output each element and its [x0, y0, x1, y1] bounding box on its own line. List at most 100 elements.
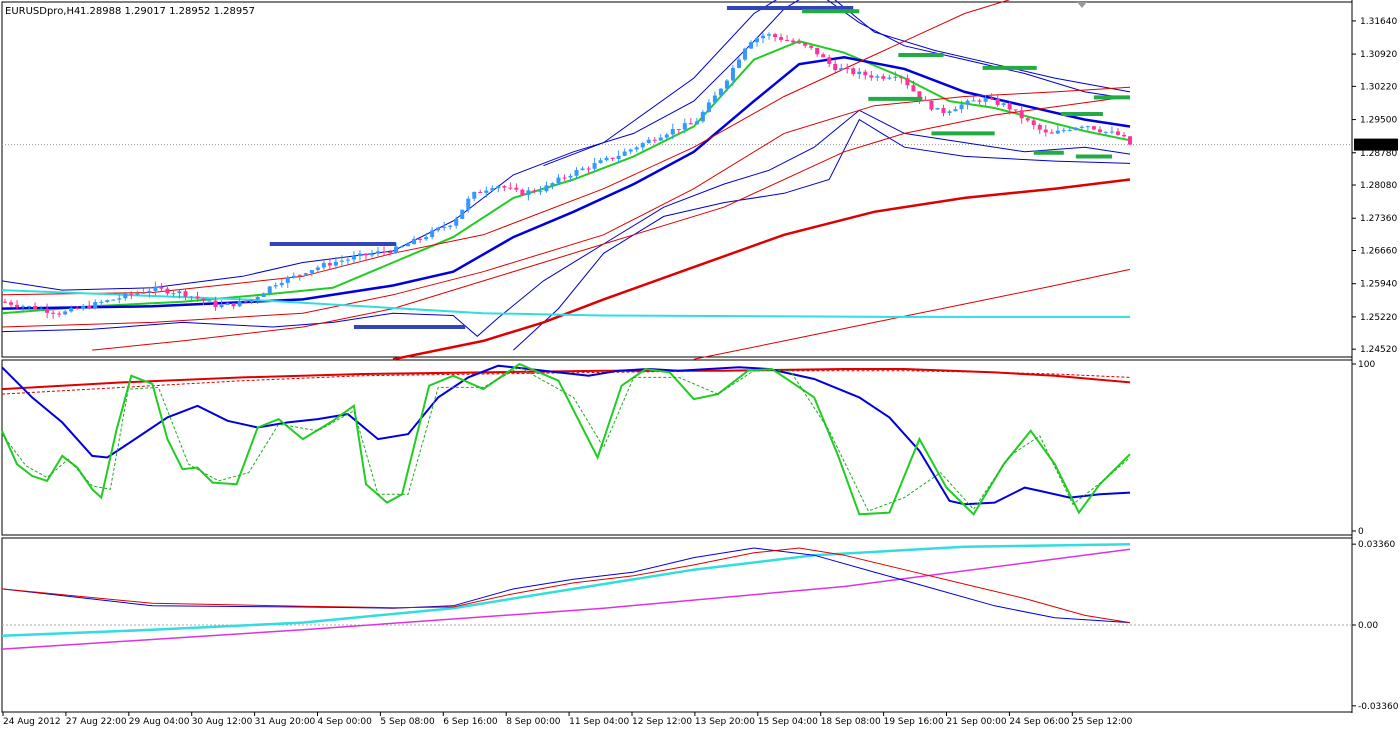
candle: [1019, 105, 1024, 124]
candle: [448, 224, 453, 230]
candle: [189, 295, 194, 303]
candle: [345, 256, 350, 265]
overlay-red_env_upper: [1, 0, 1011, 296]
candle-body: [69, 308, 74, 312]
candle-body: [562, 177, 567, 179]
price-tick-label: 1.30920: [1360, 50, 1397, 60]
candle-body: [123, 293, 128, 299]
candle-body: [1085, 126, 1090, 128]
candle-body: [189, 296, 194, 298]
candle: [827, 54, 832, 67]
candle-body: [977, 100, 982, 102]
candle: [658, 134, 663, 142]
candle: [598, 157, 603, 164]
panel-frame-2: [1, 537, 1353, 713]
time-tick-label: 6 Sep 16:00: [443, 717, 498, 727]
candle-body: [448, 225, 453, 227]
price-tick-label: 1.28780: [1360, 149, 1397, 159]
candle: [285, 275, 290, 289]
candle-body: [514, 187, 519, 190]
candle: [773, 32, 778, 42]
overlay-red_thick: [392, 178, 1131, 361]
candle-body: [454, 218, 459, 226]
candle: [1049, 129, 1054, 134]
candle-body: [424, 237, 429, 240]
candle-body: [911, 85, 916, 92]
candle-body: [1043, 129, 1048, 133]
candle: [400, 245, 405, 248]
candle-body: [219, 304, 224, 308]
candle-body: [869, 75, 874, 78]
candle: [1121, 131, 1126, 138]
overlay-red_env_mid: [1, 86, 1131, 328]
candle-body: [1019, 110, 1024, 119]
time-tick-label: 12 Sep 12:00: [632, 717, 692, 727]
candle-body: [261, 293, 266, 297]
candle-body: [357, 253, 362, 257]
candle-body: [917, 91, 922, 100]
candle-body: [490, 188, 495, 191]
candle-body: [321, 263, 326, 268]
candle: [153, 281, 158, 296]
candle: [466, 196, 471, 213]
candle: [279, 278, 284, 288]
candle: [1001, 101, 1006, 108]
candle: [526, 187, 531, 201]
candle: [1128, 135, 1132, 146]
candle: [496, 184, 501, 193]
candle-body: [736, 59, 741, 68]
candle-body: [905, 78, 910, 86]
candle: [905, 74, 910, 89]
candle-body: [827, 57, 832, 64]
candle-body: [171, 293, 176, 295]
candle-body: [1121, 134, 1126, 137]
candle-body: [971, 100, 976, 102]
candle: [45, 303, 50, 319]
candle: [730, 64, 735, 86]
candle: [640, 141, 645, 151]
candle-body: [21, 306, 26, 308]
indicator-tick-label: 0.00: [1358, 621, 1378, 631]
candle-body: [881, 76, 886, 79]
candle: [724, 79, 729, 92]
candle-body: [51, 312, 56, 314]
time-tick-label: 31 Aug 20:00: [255, 717, 316, 727]
candle: [736, 57, 741, 69]
candle-body: [484, 190, 489, 193]
candle-body: [688, 123, 693, 125]
candle: [875, 74, 880, 82]
candle-body: [1091, 126, 1096, 130]
candle-body: [3, 301, 8, 303]
candle-body: [165, 288, 170, 294]
candle-body: [75, 308, 80, 310]
candle: [1067, 127, 1072, 132]
candle-body: [863, 71, 868, 76]
candle: [27, 305, 32, 309]
candle-body: [947, 111, 952, 114]
candle-body: [183, 291, 188, 297]
candle-body: [460, 209, 465, 219]
candle-body: [550, 183, 555, 186]
candle: [261, 292, 266, 297]
candle-body: [285, 277, 290, 283]
candle: [929, 99, 934, 112]
candle-body: [821, 54, 826, 58]
candle: [430, 226, 435, 240]
candle: [688, 118, 693, 125]
candle: [1007, 101, 1012, 115]
candle: [472, 191, 477, 201]
candle-body: [628, 149, 633, 152]
candle-body: [700, 111, 705, 122]
candle: [562, 174, 567, 181]
candle: [803, 42, 808, 49]
candle-body: [279, 282, 284, 286]
candle: [424, 232, 429, 241]
candle-body: [243, 301, 248, 303]
indicator-tick-label: 0.03360: [1358, 540, 1395, 550]
chart-shift-marker[interactable]: [1077, 2, 1087, 8]
candle: [634, 146, 639, 153]
overlay-ma_green: [1, 40, 1131, 315]
candle-body: [207, 300, 212, 302]
candle: [315, 265, 320, 274]
